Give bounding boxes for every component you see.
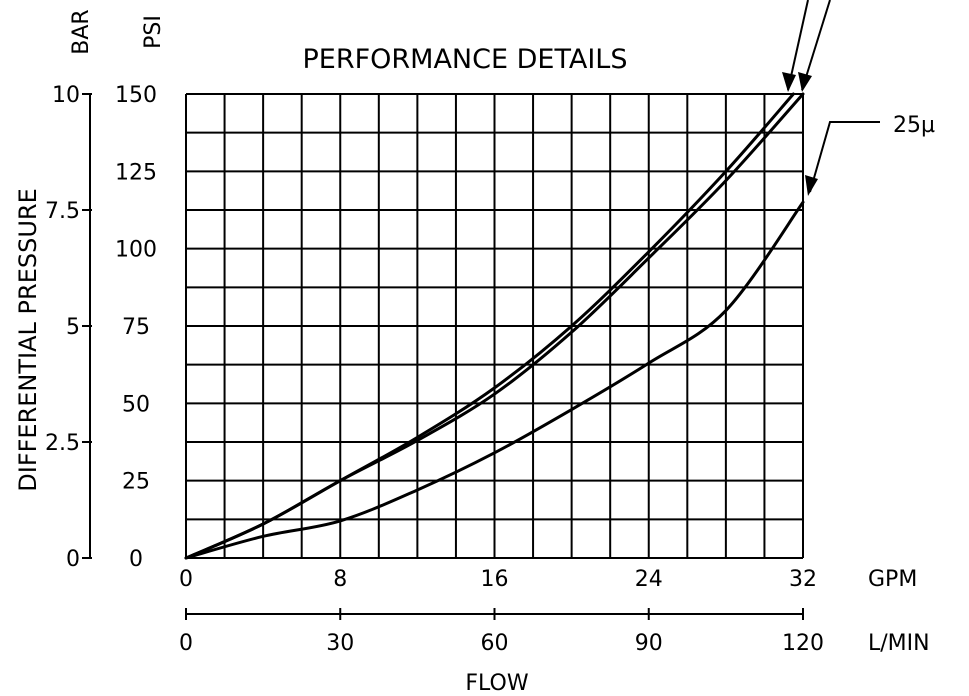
lmin-axis: 0 30 60 90 120 (179, 608, 824, 656)
chart-title: PERFORMANCE DETAILS (303, 44, 628, 75)
leader-line-25u (809, 121, 880, 193)
lmin-tick-label: 0 (179, 631, 193, 656)
x-unit-lmin-label: L/MIN (868, 631, 930, 656)
gpm-tick-label: 8 (333, 567, 347, 592)
psi-tick-label: 50 (122, 392, 150, 417)
x-axis-title: FLOW (465, 671, 528, 696)
psi-tick-label: 0 (129, 547, 143, 572)
gpm-tick-label: 16 (481, 567, 509, 592)
bar-tick-label: 2.5 (45, 431, 80, 456)
annotations: 25µ (782, 0, 935, 196)
lmin-tick-label: 60 (481, 631, 509, 656)
lmin-tick-label: 90 (635, 631, 663, 656)
gpm-tick-label: 24 (635, 567, 663, 592)
gpm-tick-label: 32 (789, 567, 817, 592)
lmin-tick-label: 30 (326, 631, 354, 656)
bar-axis: 0 2.5 5 7.5 10 (45, 83, 92, 572)
bar-tick-label: 5 (66, 315, 80, 340)
bar-tick-label: 7.5 (45, 199, 80, 224)
y-unit-psi-label: PSI (141, 15, 166, 49)
psi-tick-label: 100 (115, 238, 157, 263)
arrowhead-25u (805, 175, 818, 196)
gpm-tick-label: 0 (179, 567, 193, 592)
gpm-tick-labels: 0 8 16 24 32 (179, 567, 817, 592)
psi-tick-labels: 0 25 50 75 100 125 150 (115, 83, 157, 572)
series-line-2 (184, 200, 805, 560)
psi-tick-label: 125 (115, 160, 157, 185)
grid (185, 93, 804, 559)
annotation-25u: 25µ (893, 113, 935, 138)
psi-tick-label: 150 (115, 83, 157, 108)
curves (184, 92, 805, 560)
bar-tick-label: 10 (52, 83, 80, 108)
arrowhead-2 (798, 72, 812, 92)
y-unit-bar-label: BAR (69, 9, 94, 54)
arrowhead-1 (782, 72, 796, 92)
y-axis-title: DIFFERENTIAL PRESSURE (14, 188, 42, 491)
bar-tick-label: 0 (66, 547, 80, 572)
psi-tick-label: 25 (122, 470, 150, 495)
series-line-1 (184, 92, 805, 560)
lmin-tick-label: 120 (782, 631, 824, 656)
psi-tick-label: 75 (122, 315, 150, 340)
x-unit-gpm-label: GPM (868, 567, 917, 592)
